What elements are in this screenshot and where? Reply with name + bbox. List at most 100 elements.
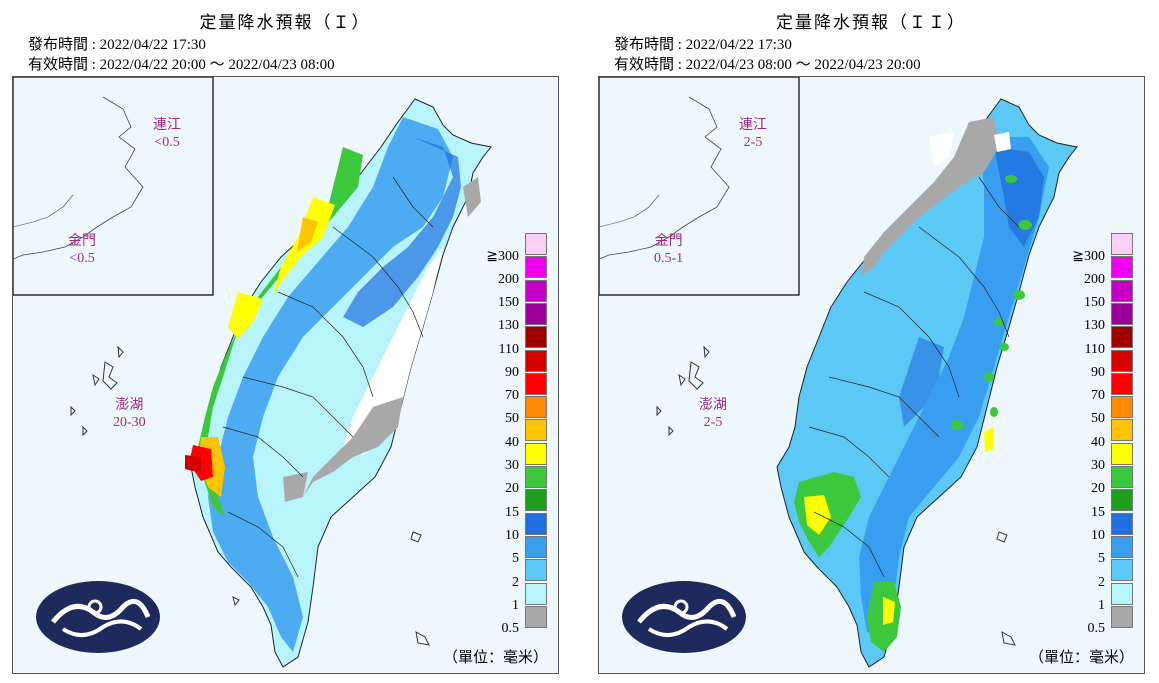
legend-swatch <box>525 419 547 442</box>
coastline-inset <box>13 96 144 260</box>
legend-swatch <box>525 326 547 349</box>
legend-swatch <box>525 535 547 558</box>
valid-time: 有效時間 : 2022/04/23 08:00 ～ 2022/04/23 20:… <box>614 57 921 73</box>
legend-label: 5 <box>512 551 519 567</box>
legend-label: 10 <box>505 527 519 543</box>
legend-swatch <box>525 605 547 628</box>
legend-label: 70 <box>505 388 519 404</box>
penghu-islands <box>656 345 710 437</box>
agency-logo <box>36 581 160 653</box>
legend-label: 150 <box>1084 294 1105 310</box>
forecast-panel-2: 定量降水預報（ＩＩ） 發布時間 : 2022/04/22 17:30 有效時間 … <box>586 0 1156 683</box>
legend-label: 0.5 <box>1087 621 1106 637</box>
legend-swatch <box>525 582 547 605</box>
legend-swatch <box>1111 279 1133 302</box>
matsu-value: <0.5 <box>154 135 180 150</box>
legend-label: 90 <box>1091 364 1105 380</box>
kinmen-name: 金門 <box>68 234 96 249</box>
legend-label: 1 <box>512 597 519 613</box>
legend-swatch <box>1111 256 1133 279</box>
penghu-name: 澎湖 <box>699 398 727 413</box>
issue-time: 發布時間 : 2022/04/22 17:30 <box>28 37 206 53</box>
legend-swatch <box>525 489 547 512</box>
legend-label: 5 <box>1098 551 1105 567</box>
legend-swatch <box>1111 466 1133 488</box>
legend-swatch <box>1111 489 1133 512</box>
legend-label: 15 <box>1091 504 1105 520</box>
panel-title: 定量降水預報（ＩＩ） <box>776 13 966 33</box>
legend-label: 1 <box>1098 597 1105 613</box>
legend-label: 30 <box>505 458 519 473</box>
kinmen-label: 金門 <0.5 <box>68 233 96 267</box>
legend-swatch <box>525 349 547 372</box>
panel-title: 定量降水預報（Ｉ） <box>199 13 371 33</box>
legend-swatch <box>1111 582 1133 605</box>
issue-time: 發布時間 : 2022/04/22 17:30 <box>614 37 792 53</box>
legend-label: 130 <box>498 318 519 334</box>
legend-swatch <box>525 396 547 419</box>
legend-swatch <box>525 559 547 582</box>
legend-label: 110 <box>1084 341 1105 357</box>
penghu-label: 澎湖 20-30 <box>113 397 146 431</box>
legend-swatch <box>525 466 547 488</box>
legend-swatch <box>1111 396 1133 419</box>
taiwan-map-graphic <box>13 77 492 668</box>
kinmen-name: 金門 <box>654 234 683 249</box>
legend-label: 150 <box>498 294 519 310</box>
forecast-panel-1: 定量降水預報（Ｉ） 發布時間 : 2022/04/22 17:30 有效時間 :… <box>0 0 570 683</box>
rainfall-map: 連江 <0.5 金門 <0.5 澎湖 20-30 ≧300 200 150 130 11… <box>12 76 559 674</box>
inset-box <box>599 77 800 296</box>
rainfall-map: 連江 2-5 金門 0.5-1 澎湖 2-5 ≧300 200 150 130 110 9… <box>598 76 1145 674</box>
legend-label: 90 <box>505 364 519 380</box>
matsu-name: 連江 <box>153 118 181 133</box>
penghu-label: 澎湖 2-5 <box>699 397 727 431</box>
legend-swatch <box>525 442 547 465</box>
legend-swatch <box>525 372 547 395</box>
legend-label: 30 <box>1091 458 1105 473</box>
penghu-value: 2-5 <box>703 415 723 430</box>
rain-cells <box>951 175 1032 430</box>
penghu-value: 20-30 <box>113 415 146 430</box>
legend-label: 2 <box>1098 574 1105 590</box>
legend-swatch <box>1111 442 1133 465</box>
matsu-value: 2-5 <box>743 135 763 150</box>
legend-swatch <box>1111 233 1133 255</box>
legend-label: 130 <box>1084 318 1105 334</box>
legend-swatch <box>1111 559 1133 582</box>
legend-label: 40 <box>1091 434 1105 450</box>
legend-label: 20 <box>1091 481 1105 497</box>
legend-label: ≧300 <box>486 249 519 265</box>
legend-swatch <box>525 302 547 325</box>
legend-label: 50 <box>505 411 519 427</box>
legend-swatch <box>525 233 547 255</box>
legend-swatch <box>1111 535 1133 558</box>
legend-label: 50 <box>1091 411 1105 427</box>
legend-label: 40 <box>505 434 519 450</box>
legend-label: 200 <box>1084 271 1105 287</box>
legend-label: 15 <box>505 504 519 520</box>
matsu-label: 連江 <0.5 <box>153 117 181 151</box>
unit-label: （單位：毫米） <box>1028 650 1134 666</box>
penghu-name: 澎湖 <box>115 398 144 413</box>
kinmen-value: <0.5 <box>69 251 95 266</box>
legend-swatch <box>525 256 547 279</box>
legend-swatch <box>525 279 547 302</box>
legend-swatch <box>1111 326 1133 349</box>
matsu-name: 連江 <box>739 118 767 133</box>
legend-swatch <box>1111 372 1133 395</box>
legend-label: 20 <box>505 481 519 497</box>
legend-swatch <box>1111 512 1133 535</box>
inset-box <box>13 77 214 296</box>
kinmen-label: 金門 0.5-1 <box>654 233 683 267</box>
legend-label: 70 <box>1091 388 1105 404</box>
agency-logo <box>622 581 746 653</box>
legend-swatch <box>525 512 547 535</box>
legend-label: ≧300 <box>1072 249 1105 265</box>
legend-label: 2 <box>512 574 519 590</box>
matsu-label: 連江 2-5 <box>739 117 767 151</box>
taiwan-map-graphic <box>599 77 1078 668</box>
legend-swatch <box>1111 349 1133 372</box>
kinmen-value: 0.5-1 <box>654 251 684 266</box>
unit-label: （單位：毫米） <box>442 650 548 666</box>
legend-label: 10 <box>1091 527 1105 543</box>
